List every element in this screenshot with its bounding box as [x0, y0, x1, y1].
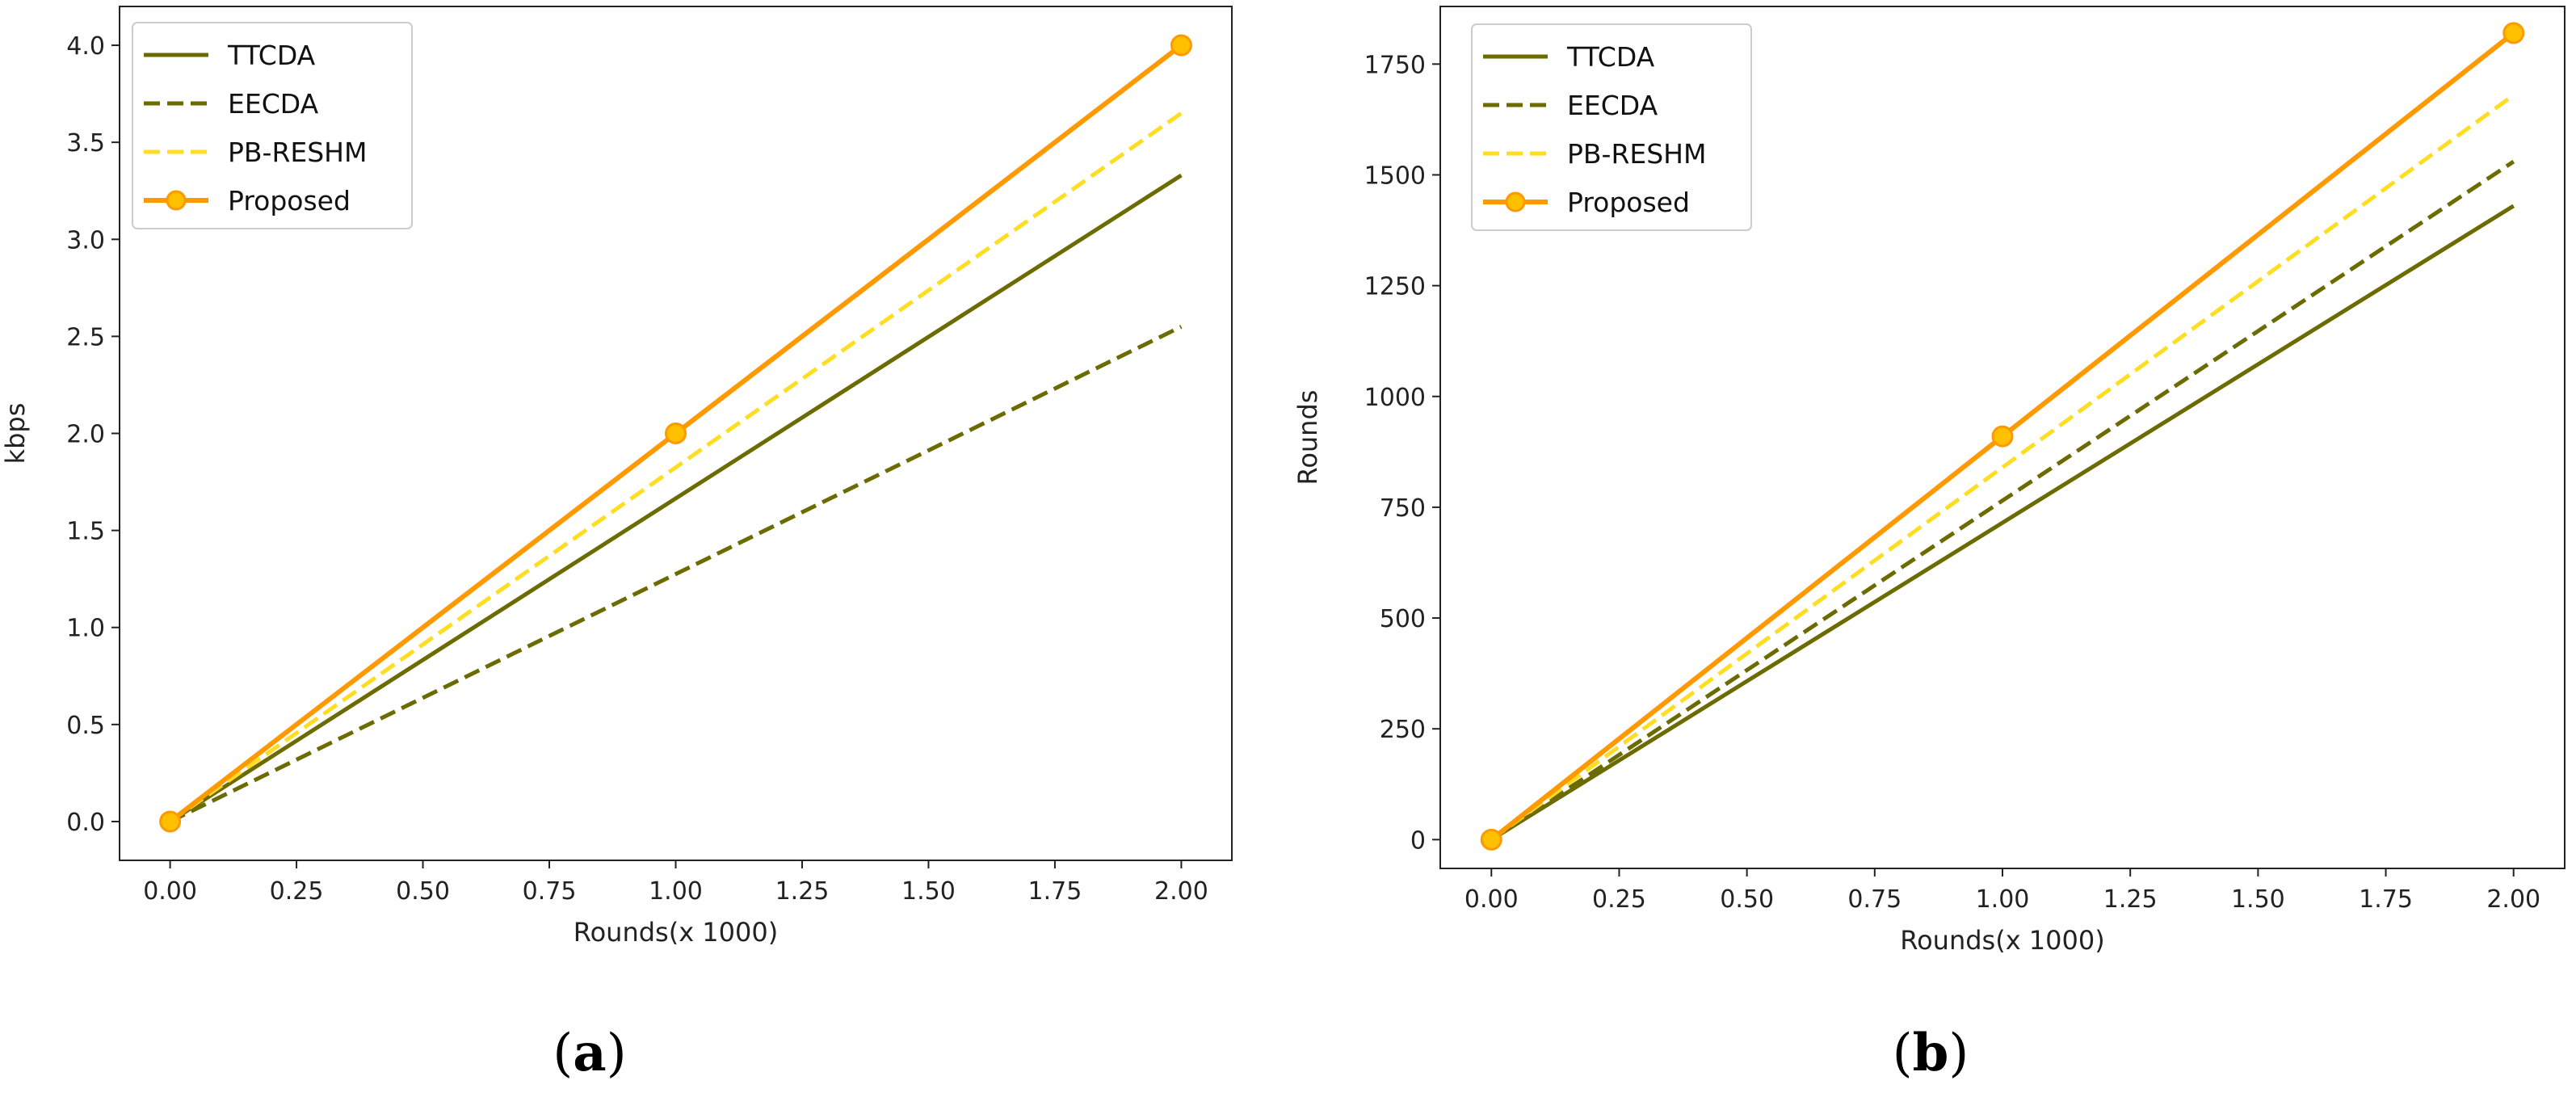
y-axis-label: Rounds: [1292, 390, 1323, 486]
x-tick-label: 1.75: [2359, 885, 2413, 914]
series-line-ttcda: [169, 173, 1183, 824]
x-tick-label: 0.75: [523, 877, 577, 906]
data-point-proposed: [2502, 22, 2525, 44]
legend-label-ttcda: TTCDA: [1566, 41, 1655, 73]
y-tick-label: 500: [1380, 605, 1426, 633]
series-line-eecda: [1490, 159, 2515, 842]
x-tick-label: 1.00: [649, 877, 703, 906]
x-tick-label: 0.50: [1720, 885, 1774, 914]
y-tick-label: 0: [1410, 826, 1426, 855]
x-tick-label: 0.75: [1847, 885, 1902, 914]
x-tick-label: 1.50: [2231, 885, 2285, 914]
y-tick-label: 1000: [1364, 384, 1426, 412]
x-tick-label: 0.00: [1464, 885, 1519, 914]
x-tick-label: 2.00: [2486, 885, 2540, 914]
y-tick-label: 4.0: [66, 32, 105, 61]
x-axis-label: Rounds(x 1000): [1900, 925, 2104, 956]
data-point-proposed: [665, 422, 687, 444]
chart-panel-a: 0.00 0.25 0.50 0.75 1.00 1.25 1.50 1.75 2.00 0.0 0…: [0, 6, 1233, 948]
data-point-proposed: [1480, 828, 1502, 851]
y-tick-label: 1500: [1364, 162, 1426, 190]
caption-b-letter: b: [1913, 1023, 1949, 1083]
x-tick-label: 1.50: [901, 877, 956, 906]
y-tick-label: 1750: [1364, 51, 1426, 79]
legend-label-proposed: Proposed: [1567, 187, 1690, 218]
legend-marker: [1505, 191, 1526, 212]
caption-b: (b): [1893, 1023, 1969, 1083]
x-tick-label: 1.75: [1028, 877, 1082, 906]
series-line-pb-reshm: [169, 111, 1183, 824]
x-tick-label: 1.25: [2103, 885, 2158, 914]
y-tick-label: 0.5: [66, 712, 105, 740]
legend-label-pb-reshm: PB-RESHM: [228, 137, 367, 168]
legend-box: [132, 22, 413, 229]
y-tick-label: 750: [1380, 494, 1426, 523]
x-tick-label: 2.00: [1154, 877, 1208, 906]
data-point-proposed: [1170, 34, 1192, 57]
y-tick-label: 1.0: [66, 615, 105, 643]
chart-panel-b: 0.00 0.25 0.50 0.75 1.00 1.25 1.50 1.75 2.00 0 250…: [1292, 6, 2565, 956]
caption-a: (a): [553, 1023, 626, 1083]
y-tick-label: 250: [1380, 716, 1426, 744]
y-axis-label: kbps: [0, 403, 31, 465]
caption-a-letter: a: [573, 1023, 606, 1083]
y-tick-label: 3.5: [66, 129, 105, 158]
series-line-eecda: [169, 325, 1183, 824]
y-tick-label: 2.5: [66, 323, 105, 351]
legend-label-eecda: EECDA: [1567, 90, 1658, 121]
x-axis-label: Rounds(x 1000): [574, 917, 778, 948]
legend-marker: [166, 190, 187, 211]
data-point-proposed: [1991, 425, 2014, 448]
y-tick-label: 0.0: [66, 809, 105, 837]
legend-label-ttcda: TTCDA: [227, 40, 316, 71]
x-tick-label: 0.25: [1592, 885, 1646, 914]
x-tick-label: 0.50: [396, 877, 450, 906]
legend-label-eecda: EECDA: [228, 88, 319, 120]
legend-label-pb-reshm: PB-RESHM: [1567, 138, 1706, 170]
y-tick-label: 3.0: [66, 226, 105, 254]
data-point-proposed: [159, 810, 182, 833]
x-tick-label: 0.25: [270, 877, 324, 906]
y-tick-label: 1.5: [66, 518, 105, 546]
x-tick-label: 1.25: [775, 877, 830, 906]
series-line-ttcda: [1490, 204, 2515, 842]
x-tick-label: 1.00: [1976, 885, 2030, 914]
legend-label-proposed: Proposed: [228, 185, 351, 216]
x-tick-label: 0.00: [143, 877, 197, 906]
y-tick-label: 2.0: [66, 421, 105, 449]
y-tick-label: 1250: [1364, 273, 1426, 301]
legend-box: [1471, 23, 1752, 231]
